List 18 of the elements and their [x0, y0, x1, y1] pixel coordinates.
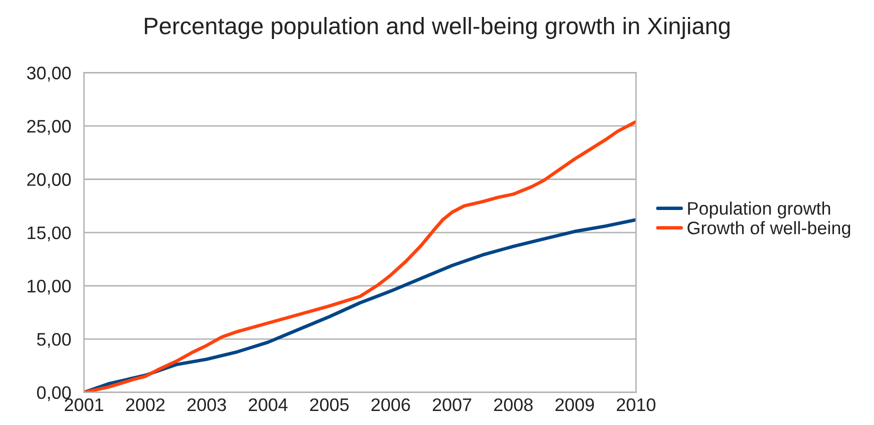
x-tick-label: 2006	[371, 398, 410, 412]
y-tick-label: 5,00	[37, 332, 71, 348]
x-tick-label: 2004	[248, 398, 288, 412]
y-tick-label: 30,00	[27, 66, 71, 82]
y-tick-label: 15,00	[28, 226, 71, 242]
x-tick-label: 2003	[187, 398, 226, 412]
y-tick-label: 10,00	[28, 280, 71, 295]
legend-label: Population growth	[688, 202, 830, 218]
chart-title: Percentage population and well-being growth in Xinjiang	[144, 17, 730, 40]
x-tick-label: 2008	[494, 398, 533, 412]
y-tick-label: 20,00	[27, 173, 71, 188]
x-tick-label: 2005	[310, 398, 349, 412]
x-tick-label: 2002	[126, 398, 165, 412]
x-tick-label: 2009	[556, 398, 594, 412]
legend-label: Growth of well-being	[688, 221, 850, 238]
y-tick-label: 25,00	[27, 120, 71, 135]
x-tick-label: 2007	[432, 398, 472, 412]
x-tick-label: 2010	[616, 398, 656, 412]
